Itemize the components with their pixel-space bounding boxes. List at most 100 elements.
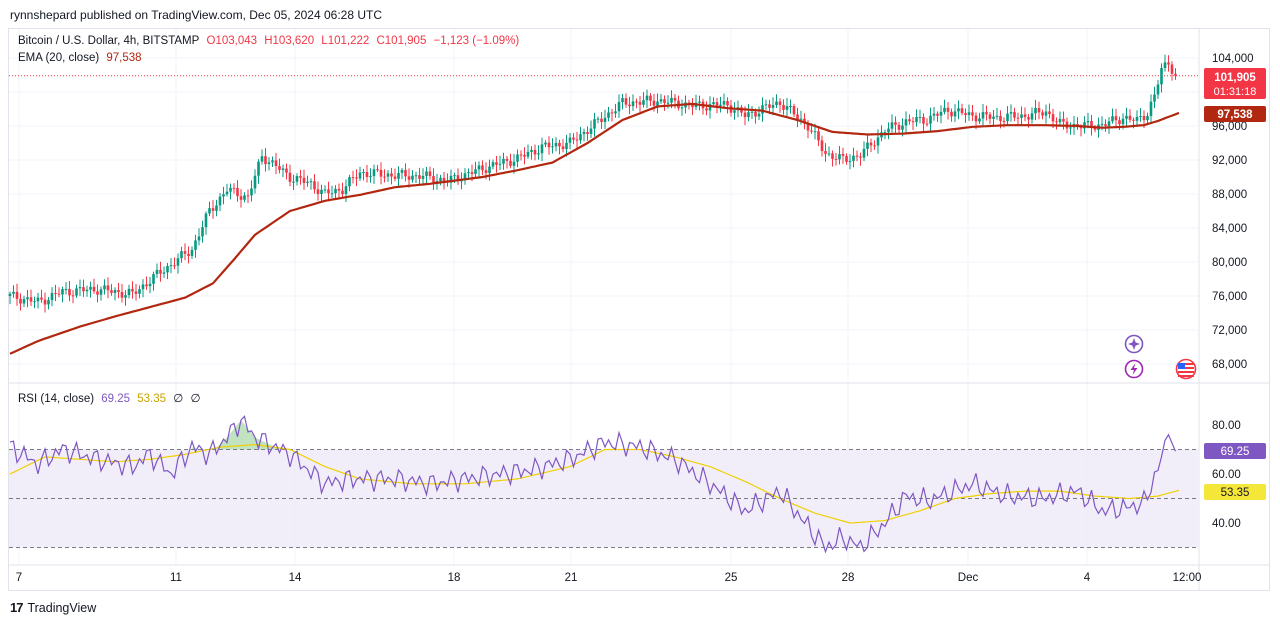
candle [659, 94, 663, 104]
candle-body [806, 123, 810, 131]
rsi-label[interactable]: RSI (14, close) [18, 393, 95, 405]
candle [166, 262, 169, 280]
candle [1167, 55, 1170, 72]
candle-body [680, 107, 684, 109]
candle-body [313, 181, 316, 190]
candle [698, 95, 701, 111]
candle-body [1142, 116, 1146, 121]
candle [1135, 110, 1139, 127]
candle-body [260, 156, 264, 162]
candle-body [54, 292, 57, 294]
candle-body [673, 97, 677, 101]
candle [407, 168, 411, 188]
price-axis[interactable]: 104,000 96,000 92,000 88,000 84,000 80,000 76,… [1212, 53, 1254, 371]
symbol-label[interactable]: Bitcoin / U.S. Dollar, 4h, BITSTAMP [18, 35, 200, 47]
candle-body [337, 188, 341, 191]
candle-body [278, 166, 281, 170]
candle [827, 146, 831, 157]
us-flag-icon[interactable] [1175, 358, 1197, 380]
candle [785, 98, 789, 116]
candle-body [925, 123, 929, 125]
candle [208, 201, 211, 217]
candle-body [659, 99, 663, 102]
candle-body [1090, 120, 1093, 128]
candle [460, 172, 463, 190]
candle-body [967, 112, 971, 116]
candle-body [908, 119, 911, 122]
candle [106, 277, 110, 299]
candle-body [131, 288, 134, 292]
ema-badge-value: 97,538 [1217, 109, 1253, 121]
candle [428, 166, 432, 180]
candle-body [152, 274, 155, 284]
candle-body [281, 168, 285, 170]
candle [1160, 63, 1163, 93]
price-tick-label: 80,000 [1212, 257, 1247, 269]
candle-body [12, 291, 15, 294]
rsi-tick-label: 40.00 [1212, 518, 1241, 530]
footer-brand[interactable]: 17 TradingView [10, 600, 96, 615]
candle [1083, 116, 1086, 134]
candle [134, 283, 138, 301]
candle-body [71, 295, 75, 297]
candle [565, 134, 568, 157]
candle-body [939, 111, 943, 116]
candle-body [323, 189, 327, 191]
candle-body [40, 297, 43, 300]
candle [1006, 106, 1009, 126]
candle-body [845, 155, 848, 162]
candle-body [719, 104, 722, 106]
candle [1170, 61, 1174, 81]
candle [764, 99, 768, 110]
sparkle-icon[interactable] [1124, 334, 1144, 354]
candle-body [1013, 112, 1016, 118]
candle-body [631, 101, 635, 107]
candle [302, 169, 306, 190]
candle-body [922, 117, 925, 124]
lightning-icon[interactable] [1124, 359, 1144, 379]
candle-body [491, 162, 495, 167]
ema-label[interactable]: EMA (20, close) [18, 52, 100, 64]
candle [1069, 122, 1072, 135]
candle [663, 95, 666, 111]
candle [586, 126, 589, 141]
candle [397, 166, 400, 187]
candle [365, 164, 369, 183]
price-tick-label: 96,000 [1212, 121, 1247, 133]
candle-body [463, 173, 467, 181]
candle-body [341, 190, 344, 195]
candle [257, 159, 260, 184]
candle [82, 279, 85, 297]
candle [372, 164, 376, 184]
candle-body [1041, 112, 1044, 116]
candle [589, 120, 593, 139]
time-axis[interactable]: 7 11 14 18 21 25 28 Dec 4 12:00 [16, 572, 1202, 584]
candle [505, 155, 509, 169]
candle [92, 278, 96, 294]
candle-body [869, 142, 873, 146]
candle [859, 152, 862, 166]
candle-body [995, 115, 999, 117]
ema-line [9, 102, 1180, 355]
candle [817, 126, 820, 147]
candle [218, 193, 222, 212]
candle-body [579, 134, 582, 141]
candle-body [344, 186, 348, 195]
candle-body [988, 114, 992, 119]
candle [1044, 104, 1048, 124]
candle [334, 185, 337, 200]
candle-body [831, 153, 834, 159]
time-tick-label: 7 [16, 572, 22, 584]
candle-body [477, 165, 481, 170]
candle-body [124, 295, 127, 298]
candle-body [474, 169, 477, 174]
candle [54, 284, 57, 302]
candle-body [722, 101, 726, 105]
candle-body [1167, 62, 1170, 65]
candle-body [222, 194, 225, 197]
candle [967, 104, 971, 121]
rsi-axis[interactable]: 80.00 60.00 40.00 [1212, 420, 1241, 530]
tradingview-logo-icon: 17 [10, 600, 24, 615]
candle-body [78, 287, 82, 289]
